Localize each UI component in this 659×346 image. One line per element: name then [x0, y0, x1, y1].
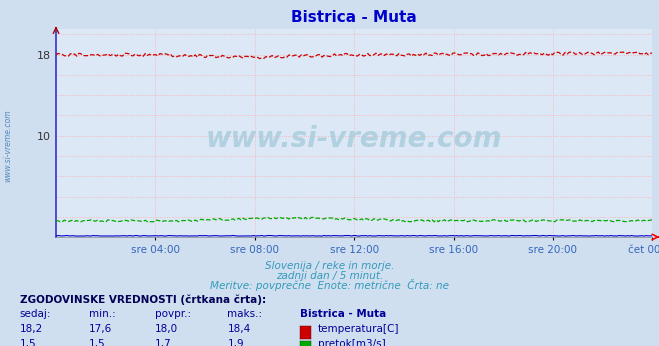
- Text: 1,5: 1,5: [20, 339, 36, 346]
- Text: Meritve: povprečne  Enote: metrične  Črta: ne: Meritve: povprečne Enote: metrične Črta:…: [210, 279, 449, 291]
- Text: www.si-vreme.com: www.si-vreme.com: [206, 126, 502, 153]
- Text: 18,4: 18,4: [227, 324, 250, 334]
- Text: 18,2: 18,2: [20, 324, 43, 334]
- Text: min.:: min.:: [89, 309, 116, 319]
- Text: sedaj:: sedaj:: [20, 309, 51, 319]
- Text: 17,6: 17,6: [89, 324, 112, 334]
- Text: povpr.:: povpr.:: [155, 309, 191, 319]
- Text: 1,7: 1,7: [155, 339, 171, 346]
- Text: maks.:: maks.:: [227, 309, 262, 319]
- Text: temperatura[C]: temperatura[C]: [318, 324, 399, 334]
- Text: pretok[m3/s]: pretok[m3/s]: [318, 339, 386, 346]
- Text: 1,5: 1,5: [89, 339, 105, 346]
- Text: zadnji dan / 5 minut.: zadnji dan / 5 minut.: [276, 271, 383, 281]
- Text: Slovenija / reke in morje.: Slovenija / reke in morje.: [265, 261, 394, 271]
- Text: Bistrica - Muta: Bistrica - Muta: [300, 309, 386, 319]
- Text: www.si-vreme.com: www.si-vreme.com: [3, 109, 13, 182]
- Text: ZGODOVINSKE VREDNOSTI (črtkana črta):: ZGODOVINSKE VREDNOSTI (črtkana črta):: [20, 294, 266, 305]
- Text: 18,0: 18,0: [155, 324, 178, 334]
- Text: 1,9: 1,9: [227, 339, 244, 346]
- Title: Bistrica - Muta: Bistrica - Muta: [291, 10, 417, 26]
